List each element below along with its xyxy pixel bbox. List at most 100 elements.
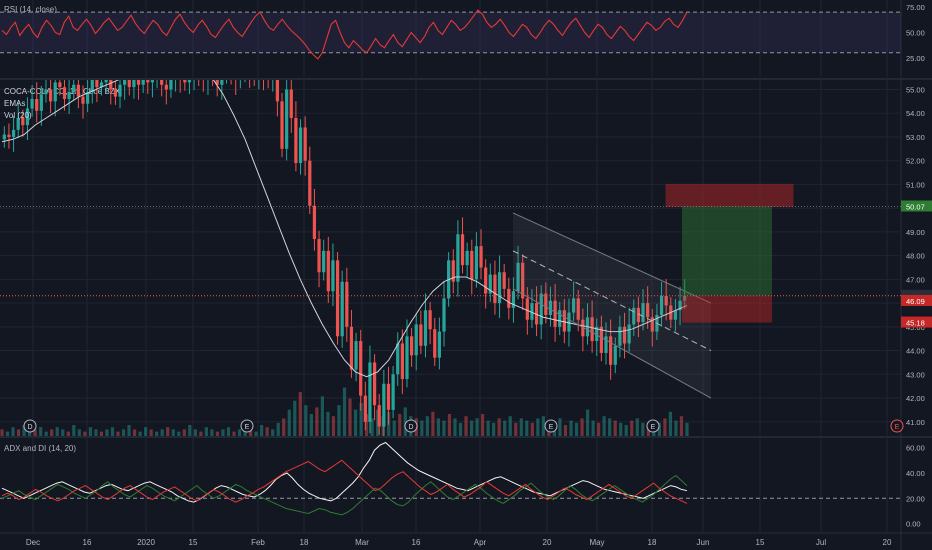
volume-bar bbox=[166, 427, 170, 436]
candle-body bbox=[659, 295, 664, 315]
channel-lower-line bbox=[512, 288, 712, 399]
candle-body bbox=[571, 298, 576, 313]
volume-bar bbox=[155, 431, 159, 436]
candle-body bbox=[673, 310, 678, 320]
volume-bar bbox=[11, 427, 15, 436]
event-marker[interactable] bbox=[240, 419, 254, 433]
candle-body bbox=[345, 281, 349, 327]
volume-bar bbox=[464, 416, 468, 436]
time-tick-label: Mar bbox=[355, 538, 369, 547]
candle-body bbox=[664, 295, 668, 306]
volume-bar bbox=[254, 431, 258, 436]
candle-body bbox=[220, 80, 224, 85]
candle-body bbox=[396, 343, 400, 375]
time-axis[interactable]: Dec 16 2020 15 Feb 18 Mar 16 Apr 20 May 18 Jun 15 Jul 2… bbox=[26, 538, 892, 547]
event-marker[interactable] bbox=[646, 419, 660, 433]
event-marker-label: E bbox=[895, 424, 900, 431]
channel-midline bbox=[512, 250, 712, 352]
volume-bar bbox=[127, 425, 131, 436]
volume-bar bbox=[99, 431, 104, 436]
candle-body bbox=[683, 295, 687, 301]
candle-body bbox=[386, 383, 391, 410]
time-tick-label: 15 bbox=[756, 538, 765, 547]
event-marker[interactable] bbox=[890, 419, 904, 433]
event-marker[interactable] bbox=[544, 419, 558, 433]
candle-body bbox=[479, 246, 483, 268]
candle-body bbox=[493, 274, 497, 304]
candle-body bbox=[132, 80, 136, 88]
volume-bar bbox=[210, 429, 214, 436]
volume-bar bbox=[232, 431, 236, 436]
candle-body bbox=[298, 127, 303, 164]
candle-body bbox=[465, 250, 469, 266]
candle-body bbox=[604, 336, 608, 353]
volume-bar bbox=[530, 422, 534, 436]
volume-bar bbox=[370, 418, 374, 436]
event-marker-label: D bbox=[408, 424, 413, 431]
adx-pane[interactable]: ADX and DI (14, 20) bbox=[0, 441, 901, 516]
time-tick-label: Dec bbox=[26, 538, 40, 547]
candle-body bbox=[113, 89, 118, 97]
candle-body bbox=[58, 82, 62, 88]
candle-body bbox=[581, 319, 585, 337]
candle-body bbox=[215, 80, 219, 85]
volume-bar bbox=[663, 418, 667, 436]
candle-body bbox=[548, 300, 553, 315]
candle-body bbox=[521, 262, 525, 299]
event-marker[interactable] bbox=[404, 419, 418, 433]
candle-body bbox=[646, 303, 650, 318]
price-label-box bbox=[901, 294, 932, 306]
channel-upper-line bbox=[512, 212, 712, 304]
candle-body bbox=[442, 298, 446, 332]
volume-bar bbox=[364, 414, 369, 436]
symbol-title: COCA-COLA CO, 1h, Cboe BZX bbox=[4, 87, 121, 96]
volume-bar bbox=[265, 427, 269, 436]
candle-body bbox=[90, 80, 94, 92]
candle-body bbox=[25, 108, 30, 126]
candle-body bbox=[354, 341, 358, 370]
candle-body bbox=[544, 293, 548, 315]
candle-body bbox=[335, 260, 340, 337]
volume-bar bbox=[66, 431, 70, 436]
volume-bar bbox=[514, 422, 518, 436]
price-tick-label: 44.00 bbox=[906, 347, 925, 356]
price-label-text: 50.07 bbox=[906, 202, 925, 211]
candle-body bbox=[405, 336, 409, 380]
candle-body bbox=[164, 84, 168, 90]
volume-bar bbox=[447, 414, 452, 436]
time-tick-label: 16 bbox=[83, 538, 92, 547]
time-tick-label: 15 bbox=[189, 538, 198, 547]
volume-bar bbox=[585, 409, 590, 436]
volume-bar bbox=[403, 407, 407, 436]
price-axis[interactable]: 75.00 50.00 25.00 55.00 54.00 53.00 52.00 51.00… bbox=[901, 3, 932, 529]
candle-body bbox=[86, 91, 90, 104]
candle-body bbox=[511, 291, 516, 308]
candle-body bbox=[187, 80, 192, 83]
volume-bar bbox=[182, 429, 186, 436]
volume-bar bbox=[282, 418, 286, 436]
candle-body bbox=[678, 300, 682, 311]
adx-tick-label: 0.00 bbox=[906, 520, 921, 529]
volume-bar bbox=[55, 427, 59, 436]
candle-body bbox=[2, 134, 6, 140]
candle-body bbox=[21, 117, 25, 126]
volume-bar bbox=[674, 420, 678, 436]
candle-body bbox=[470, 250, 474, 280]
candle-body bbox=[400, 343, 404, 380]
rsi-pane[interactable]: RSI (14, close) bbox=[0, 5, 901, 60]
candle-body bbox=[303, 127, 307, 161]
volume-bar bbox=[342, 387, 347, 436]
price-pane[interactable]: COCA-COLA CO, 1h, Cboe BZX EMAs Vol (20) D… bbox=[0, 51, 904, 438]
volume-bar bbox=[481, 414, 485, 436]
rsi-tick-label: 75.00 bbox=[906, 3, 925, 12]
candle-body bbox=[419, 324, 423, 346]
candle-body bbox=[35, 98, 39, 111]
volume-bar bbox=[337, 405, 341, 436]
candle-body bbox=[433, 329, 437, 358]
ema-line bbox=[1, 80, 688, 378]
candle-body bbox=[534, 303, 539, 325]
event-marker[interactable] bbox=[23, 419, 37, 433]
volume-bar bbox=[304, 405, 308, 436]
candle-body bbox=[349, 326, 354, 370]
